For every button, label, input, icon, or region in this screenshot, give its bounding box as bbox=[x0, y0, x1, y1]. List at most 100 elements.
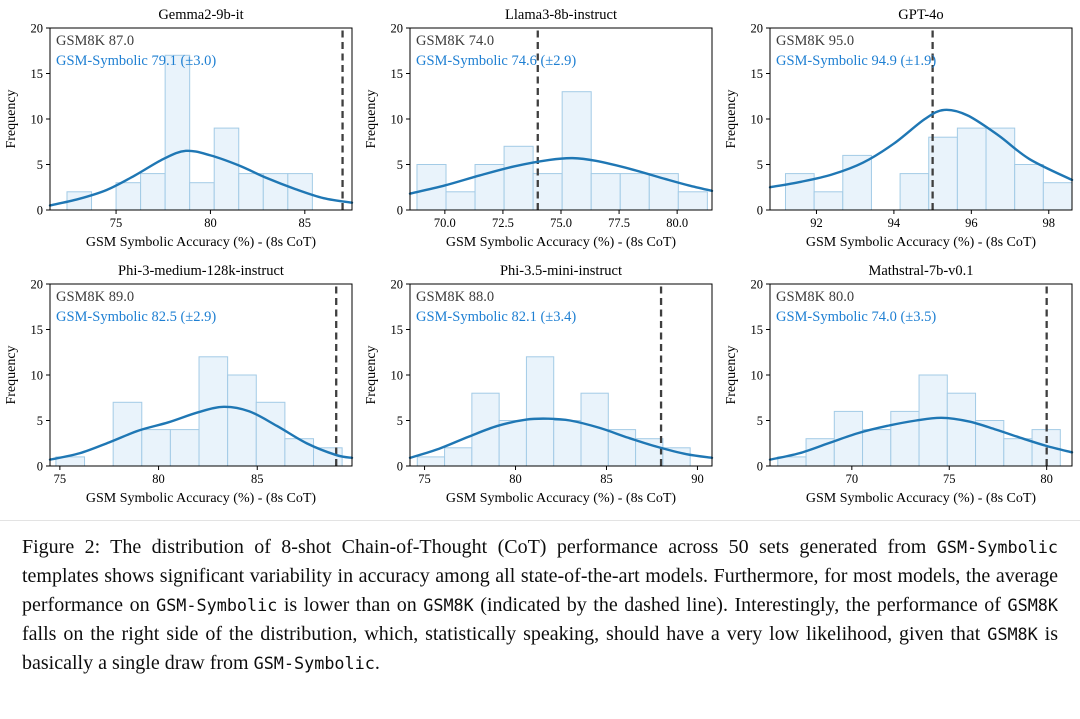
y-tick-label: 10 bbox=[391, 112, 404, 126]
y-tick-label: 15 bbox=[391, 323, 404, 337]
annotation-gsm8k: GSM8K 95.0 bbox=[776, 33, 854, 49]
y-axis-label: Frequency bbox=[364, 345, 379, 404]
annotation-symbolic: GSM-Symbolic 74.0 (±3.5) bbox=[776, 309, 936, 325]
histogram-bar bbox=[227, 374, 257, 467]
y-tick-label: 0 bbox=[757, 459, 763, 473]
histogram-bar bbox=[899, 173, 930, 211]
y-tick-label: 0 bbox=[397, 203, 403, 217]
histogram-bar bbox=[635, 438, 664, 467]
figure-caption: Figure 2: The distribution of 8-shot Cha… bbox=[22, 533, 1058, 678]
x-tick-label: 77.5 bbox=[608, 216, 630, 230]
kde-curve bbox=[48, 405, 354, 461]
y-tick-label: 20 bbox=[31, 21, 44, 35]
histogram-bar bbox=[213, 127, 240, 211]
x-tick-label: 98 bbox=[1043, 216, 1056, 230]
chart-gpt-4o: 92 94 96 98 0 5 10 15 20 GSM Symbolic Accuracy (%… bbox=[724, 7, 1074, 250]
histogram-bar bbox=[284, 438, 315, 467]
charts-grid: 75 80 85 0 5 10 15 20 GSM Symbolic Accuracy (%) … bbox=[0, 4, 1080, 506]
histogram-bar bbox=[561, 91, 592, 211]
y-tick-label: 10 bbox=[31, 112, 44, 126]
caption-text: templates shows significant variability … bbox=[22, 565, 1058, 616]
histogram-bar bbox=[677, 191, 708, 211]
y-tick-label: 10 bbox=[751, 112, 764, 126]
caption-code-text: GSM8K bbox=[423, 595, 474, 615]
x-tick-label: 70.0 bbox=[434, 216, 456, 230]
chart-llama3-8b-instruct: 70.0 72.5 75.0 77.5 80.0 0 5 10 15 20 GSM Symbolic… bbox=[364, 7, 714, 250]
chart-mathstral-7b-v0-1: 70 75 80 0 5 10 15 20 GSM Symbolic Accuracy (%) … bbox=[724, 263, 1074, 506]
x-tick-label: 75 bbox=[418, 472, 431, 486]
caption-code-text: GSM-Symbolic bbox=[253, 653, 375, 673]
y-tick-label: 5 bbox=[37, 414, 43, 428]
annotation-gsm8k: GSM8K 74.0 bbox=[416, 33, 494, 49]
x-tick-label: 80 bbox=[1040, 472, 1053, 486]
y-tick-label: 15 bbox=[751, 67, 764, 81]
x-axis-label: GSM Symbolic Accuracy (%) - (8s CoT) bbox=[86, 491, 317, 506]
histogram-bar bbox=[416, 456, 446, 467]
histogram-bar bbox=[553, 420, 582, 467]
histogram-bar bbox=[985, 127, 1016, 211]
histogram-bar bbox=[474, 164, 505, 211]
histogram-bar bbox=[805, 438, 835, 467]
y-tick-label: 5 bbox=[397, 414, 403, 428]
chart-gemma2-9b-it: 75 80 85 0 5 10 15 20 GSM Symbolic Accuracy (%) … bbox=[4, 7, 354, 250]
histogram-bar bbox=[619, 173, 650, 211]
x-tick-label: 80.0 bbox=[666, 216, 688, 230]
y-tick-label: 0 bbox=[397, 459, 403, 473]
histogram-bar bbox=[503, 145, 534, 211]
y-tick-label: 10 bbox=[31, 368, 44, 382]
histogram-bar bbox=[842, 154, 872, 211]
caption-code-text: GSM8K bbox=[987, 624, 1038, 644]
chart-title: Gemma2-9b-it bbox=[158, 7, 243, 23]
y-tick-label: 5 bbox=[757, 158, 763, 172]
caption-text: is basically a single draw from bbox=[22, 623, 1058, 674]
x-tick-label: 85 bbox=[299, 216, 312, 230]
kde-curve bbox=[48, 149, 354, 207]
chart-cell: 75 80 85 0 5 10 15 20 GSM Symbolic Accuracy (%) … bbox=[0, 4, 360, 254]
x-tick-label: 70 bbox=[846, 472, 859, 486]
y-tick-label: 15 bbox=[751, 323, 764, 337]
chart-cell: 92 94 96 98 0 5 10 15 20 GSM Symbolic Accuracy (%… bbox=[720, 4, 1080, 254]
y-tick-label: 0 bbox=[757, 203, 763, 217]
kde-curve bbox=[408, 417, 714, 460]
y-tick-label: 20 bbox=[391, 277, 404, 291]
x-tick-label: 85 bbox=[600, 472, 613, 486]
kde-curve bbox=[408, 156, 714, 195]
chart-title: Llama3-8b-instruct bbox=[505, 7, 617, 23]
y-axis-label: Frequency bbox=[4, 89, 19, 148]
caption-text: (indicated by the dashed line). Interest… bbox=[473, 594, 1008, 616]
chart-title: Phi-3.5-mini-instruct bbox=[500, 263, 622, 279]
caption-text: . bbox=[374, 652, 380, 674]
histogram-bar bbox=[169, 429, 200, 467]
annotation-gsm8k: GSM8K 89.0 bbox=[56, 289, 134, 305]
y-axis-label: Frequency bbox=[724, 345, 739, 404]
x-tick-label: 80 bbox=[204, 216, 217, 230]
histogram-bar bbox=[115, 182, 142, 211]
caption-text: falls on the right side of the distribut… bbox=[22, 623, 988, 645]
caption-code-text: GSM8K bbox=[1007, 595, 1059, 615]
x-axis-label: GSM Symbolic Accuracy (%) - (8s CoT) bbox=[446, 235, 677, 250]
y-tick-label: 20 bbox=[751, 277, 764, 291]
annotation-symbolic: GSM-Symbolic 82.1 (±3.4) bbox=[416, 309, 576, 325]
histogram-bar bbox=[444, 447, 473, 467]
caption-text: is lower than on bbox=[277, 594, 424, 616]
y-tick-label: 15 bbox=[31, 323, 44, 337]
x-tick-label: 94 bbox=[888, 216, 901, 230]
x-tick-label: 80 bbox=[509, 472, 522, 486]
annotation-gsm8k: GSM8K 80.0 bbox=[776, 289, 854, 305]
chart-title: Phi-3-medium-128k-instruct bbox=[118, 263, 284, 279]
x-tick-label: 72.5 bbox=[492, 216, 514, 230]
kde-curve bbox=[768, 108, 1074, 189]
chart-phi-3-5-mini-instruct: 75 80 85 90 0 5 10 15 20 GSM Symbolic Accuracy (%… bbox=[364, 263, 714, 506]
histogram-bar bbox=[140, 173, 166, 211]
histogram-bar bbox=[141, 429, 171, 467]
y-axis-label: Frequency bbox=[4, 345, 19, 404]
y-axis-label: Frequency bbox=[724, 89, 739, 148]
histogram-bar bbox=[164, 54, 191, 211]
x-axis-label: GSM Symbolic Accuracy (%) - (8s CoT) bbox=[806, 235, 1037, 250]
y-tick-label: 20 bbox=[751, 21, 764, 35]
x-tick-label: 75 bbox=[54, 472, 67, 486]
histogram-bar bbox=[255, 401, 286, 467]
histogram-bar bbox=[813, 191, 844, 211]
histogram-bar bbox=[1003, 438, 1033, 467]
kde-curve bbox=[768, 416, 1074, 461]
